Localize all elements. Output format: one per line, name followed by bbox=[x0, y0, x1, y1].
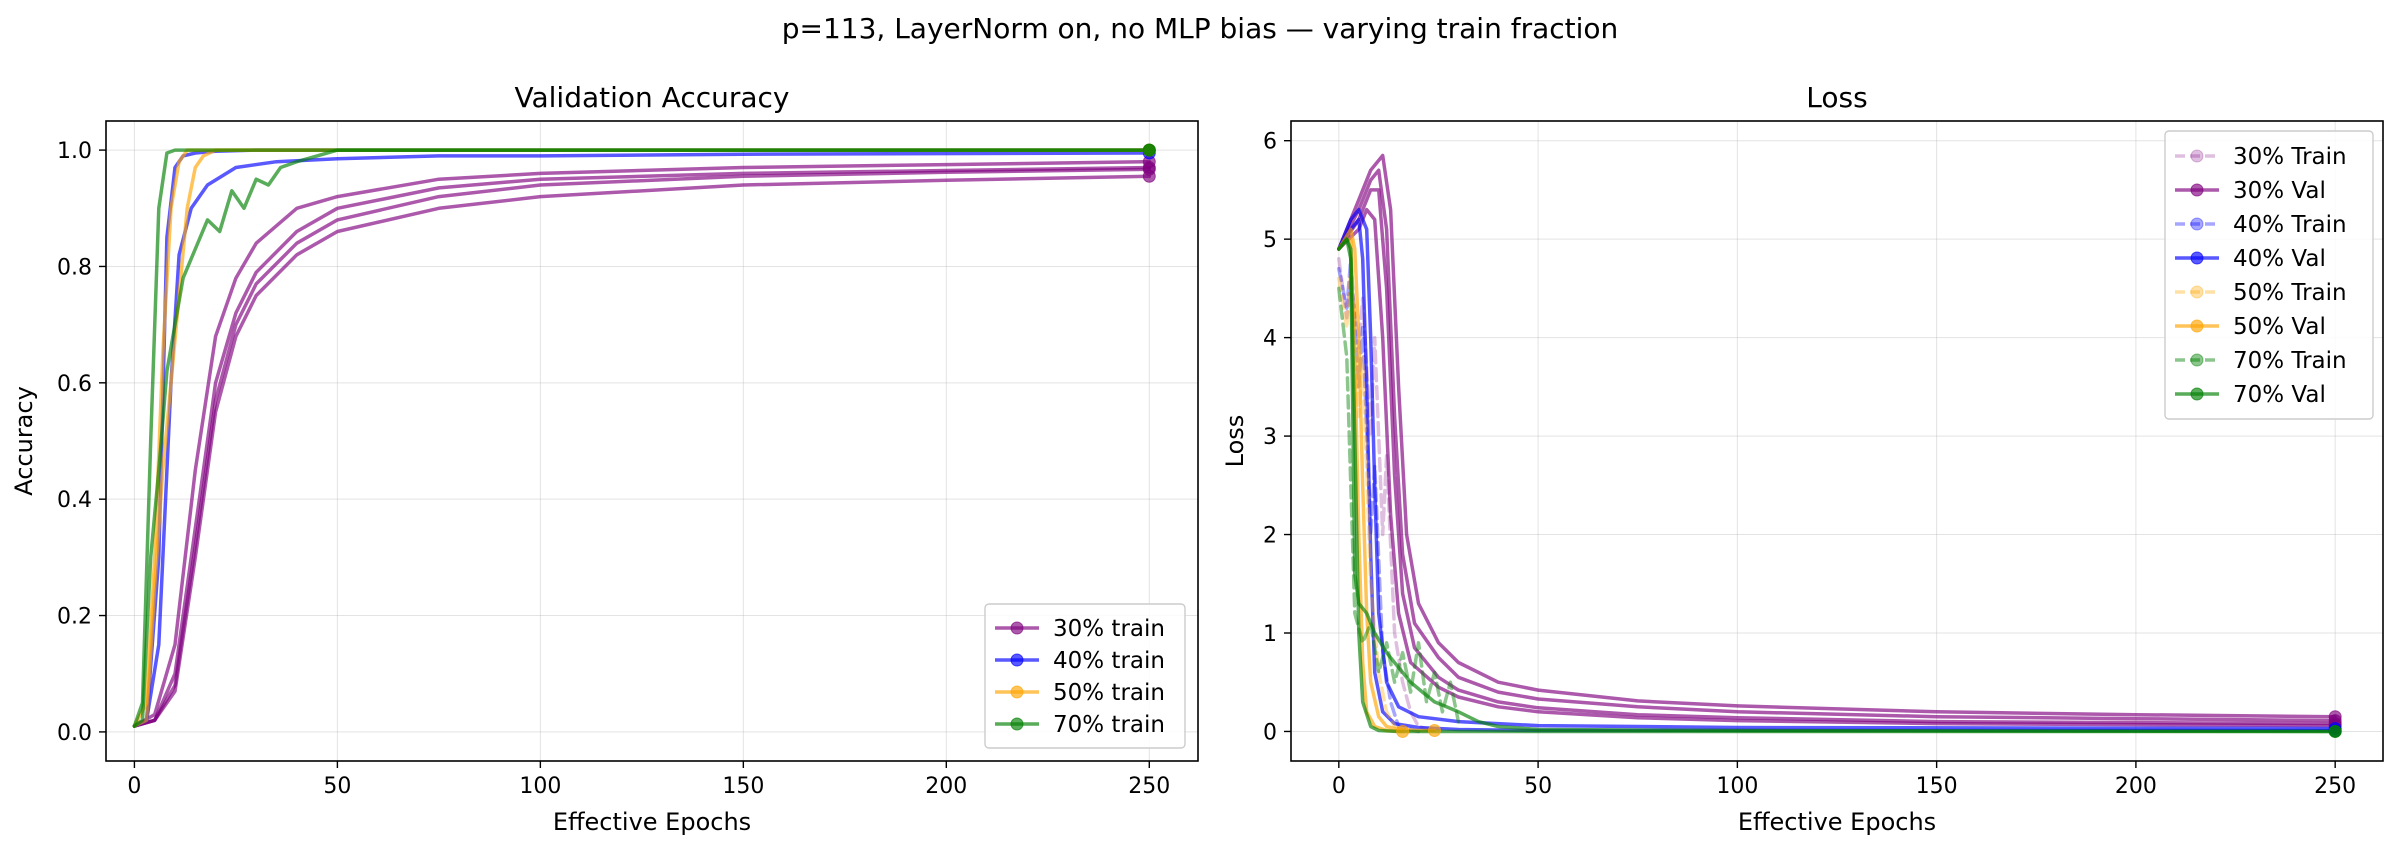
loss-legend-label-40pct-val: 40% Val bbox=[2233, 246, 2326, 272]
acc-xtick-label: 150 bbox=[722, 774, 764, 799]
loss-legend-label-70pct-val: 70% Val bbox=[2233, 382, 2326, 408]
loss-legend-marker-50pct-train bbox=[2190, 285, 2204, 299]
acc-panel-title: Validation Accuracy bbox=[515, 81, 790, 114]
acc-series-line-40pct-train bbox=[132, 151, 1152, 728]
acc-x-axis-label: Effective Epochs bbox=[553, 808, 751, 836]
acc-ytick-label: 0.4 bbox=[57, 488, 92, 513]
loss-legend-marker-30pct-val bbox=[2190, 183, 2204, 197]
loss-axes-frame bbox=[1290, 120, 2384, 762]
loss-ytick-label: 1 bbox=[1263, 622, 1277, 647]
loss-legend-marker-70pct-train bbox=[2190, 353, 2204, 367]
acc-legend-marker-30pct-train bbox=[1010, 621, 1024, 635]
loss-legend-label-30pct-train: 30% Train bbox=[2233, 144, 2347, 170]
loss-xtick-label: 50 bbox=[1524, 774, 1552, 799]
loss-series-line-70pct-val bbox=[1337, 237, 2337, 734]
loss-legend-marker-70pct-val bbox=[2190, 387, 2204, 401]
loss-legend-label-50pct-train: 50% Train bbox=[2233, 280, 2347, 306]
loss-series-line-50pct-train bbox=[1337, 266, 1409, 734]
acc-ytick-label: 0.2 bbox=[57, 605, 92, 630]
loss-legend-box bbox=[2164, 130, 2374, 420]
acc-legend-label-70pct-train: 70% train bbox=[1053, 712, 1165, 738]
acc-xtick-label: 100 bbox=[519, 774, 561, 799]
acc-ytick-label: 0.0 bbox=[57, 721, 92, 746]
loss-xtick-label: 0 bbox=[1332, 774, 1346, 799]
acc-xtick-label: 50 bbox=[323, 774, 351, 799]
acc-legend-marker-50pct-train bbox=[1010, 685, 1024, 699]
acc-legend-label-30pct-train: 30% train bbox=[1053, 616, 1165, 642]
acc-axes-frame bbox=[105, 120, 1199, 762]
acc-series-line-70pct-train bbox=[132, 148, 1152, 728]
loss-series-group bbox=[1337, 153, 2337, 734]
loss-series-line-30pct-val bbox=[1337, 207, 2337, 728]
loss-legend-label-50pct-val: 50% Val bbox=[2233, 314, 2326, 340]
loss-legend-marker-30pct-train bbox=[2190, 149, 2204, 163]
loss-panel-title: Loss bbox=[1806, 81, 1867, 114]
acc-xtick-label: 200 bbox=[925, 774, 967, 799]
acc-xtick-label: 0 bbox=[127, 774, 141, 799]
loss-ytick-label: 6 bbox=[1263, 130, 1277, 155]
acc-ytick-label: 1.0 bbox=[57, 139, 92, 164]
acc-y-axis-label: Accuracy bbox=[10, 386, 38, 496]
loss-series-endpoint-50pct-val bbox=[1396, 724, 1410, 738]
loss-legend-marker-40pct-val bbox=[2190, 251, 2204, 265]
loss-legend-label-70pct-train: 70% Train bbox=[2233, 348, 2347, 374]
loss-x-axis-label: Effective Epochs bbox=[1738, 808, 1936, 836]
acc-ytick-label: 0.8 bbox=[57, 255, 92, 280]
acc-legend-label-50pct-train: 50% train bbox=[1053, 680, 1165, 706]
acc-series-endpoint-30pct-train bbox=[1142, 162, 1156, 176]
acc-series-line-70pct-train bbox=[132, 148, 1152, 728]
acc-series-endpoint-70pct-train bbox=[1142, 143, 1156, 157]
loss-y-axis-label: Loss bbox=[1221, 415, 1249, 468]
loss-series-line-30pct-val bbox=[1337, 153, 2337, 719]
loss-ytick-label: 5 bbox=[1263, 228, 1277, 253]
acc-ytick-label: 0.6 bbox=[57, 372, 92, 397]
loss-series-line-70pct-val bbox=[1337, 237, 2337, 734]
loss-legend-marker-50pct-val bbox=[2190, 319, 2204, 333]
acc-series-line-30pct-train bbox=[132, 165, 1152, 728]
loss-panel: 0 50 100 150 200 250 0 1 2 3 4 5 6 Loss Effective Epoc… bbox=[1221, 81, 2384, 836]
loss-xtick-label: 100 bbox=[1716, 774, 1758, 799]
loss-xtick-label: 150 bbox=[1916, 774, 1958, 799]
loss-series-line-30pct-val bbox=[1337, 188, 2337, 726]
loss-legend: 30% Train 30% Val 40% Train 40% Val 50% Trai… bbox=[2164, 130, 2374, 420]
loss-xtick-label: 200 bbox=[2115, 774, 2157, 799]
loss-legend-marker-40pct-train bbox=[2190, 217, 2204, 231]
acc-series-line-30pct-train bbox=[132, 159, 1152, 728]
acc-series-line-30pct-train bbox=[132, 167, 1152, 728]
accuracy-panel: 0 50 100 150 200 250 0.0 0.2 0.4 0.6 0.8 1.0 Validat… bbox=[10, 81, 1199, 836]
loss-series-endpoint-70pct-val bbox=[2328, 724, 2342, 738]
acc-legend-box bbox=[984, 603, 1186, 749]
acc-legend-marker-70pct-train bbox=[1010, 717, 1024, 731]
loss-ytick-label: 4 bbox=[1263, 327, 1277, 352]
loss-ytick-label: 3 bbox=[1263, 425, 1277, 450]
loss-legend-label-40pct-train: 40% Train bbox=[2233, 212, 2347, 238]
loss-ytick-label: 2 bbox=[1263, 524, 1277, 549]
loss-series-endpoint-50pct-val bbox=[1427, 723, 1441, 737]
acc-legend: 30% train 40% train 50% train 70% train bbox=[984, 603, 1186, 749]
acc-legend-marker-40pct-train bbox=[1010, 653, 1024, 667]
loss-legend-label-30pct-val: 30% Val bbox=[2233, 178, 2326, 204]
loss-series-line-40pct-val bbox=[1337, 217, 2337, 733]
loss-series-line-30pct-val bbox=[1337, 168, 2337, 723]
loss-ytick-label: 0 bbox=[1263, 720, 1277, 745]
acc-series-group bbox=[132, 148, 1152, 728]
figure-suptitle: p=113, LayerNorm on, no MLP bias — varyi… bbox=[782, 12, 1619, 45]
loss-xtick-label: 250 bbox=[2314, 774, 2356, 799]
acc-legend-label-40pct-train: 40% train bbox=[1053, 648, 1165, 674]
loss-series-line-50pct-val bbox=[1337, 237, 1405, 734]
acc-xtick-label: 250 bbox=[1128, 774, 1170, 799]
